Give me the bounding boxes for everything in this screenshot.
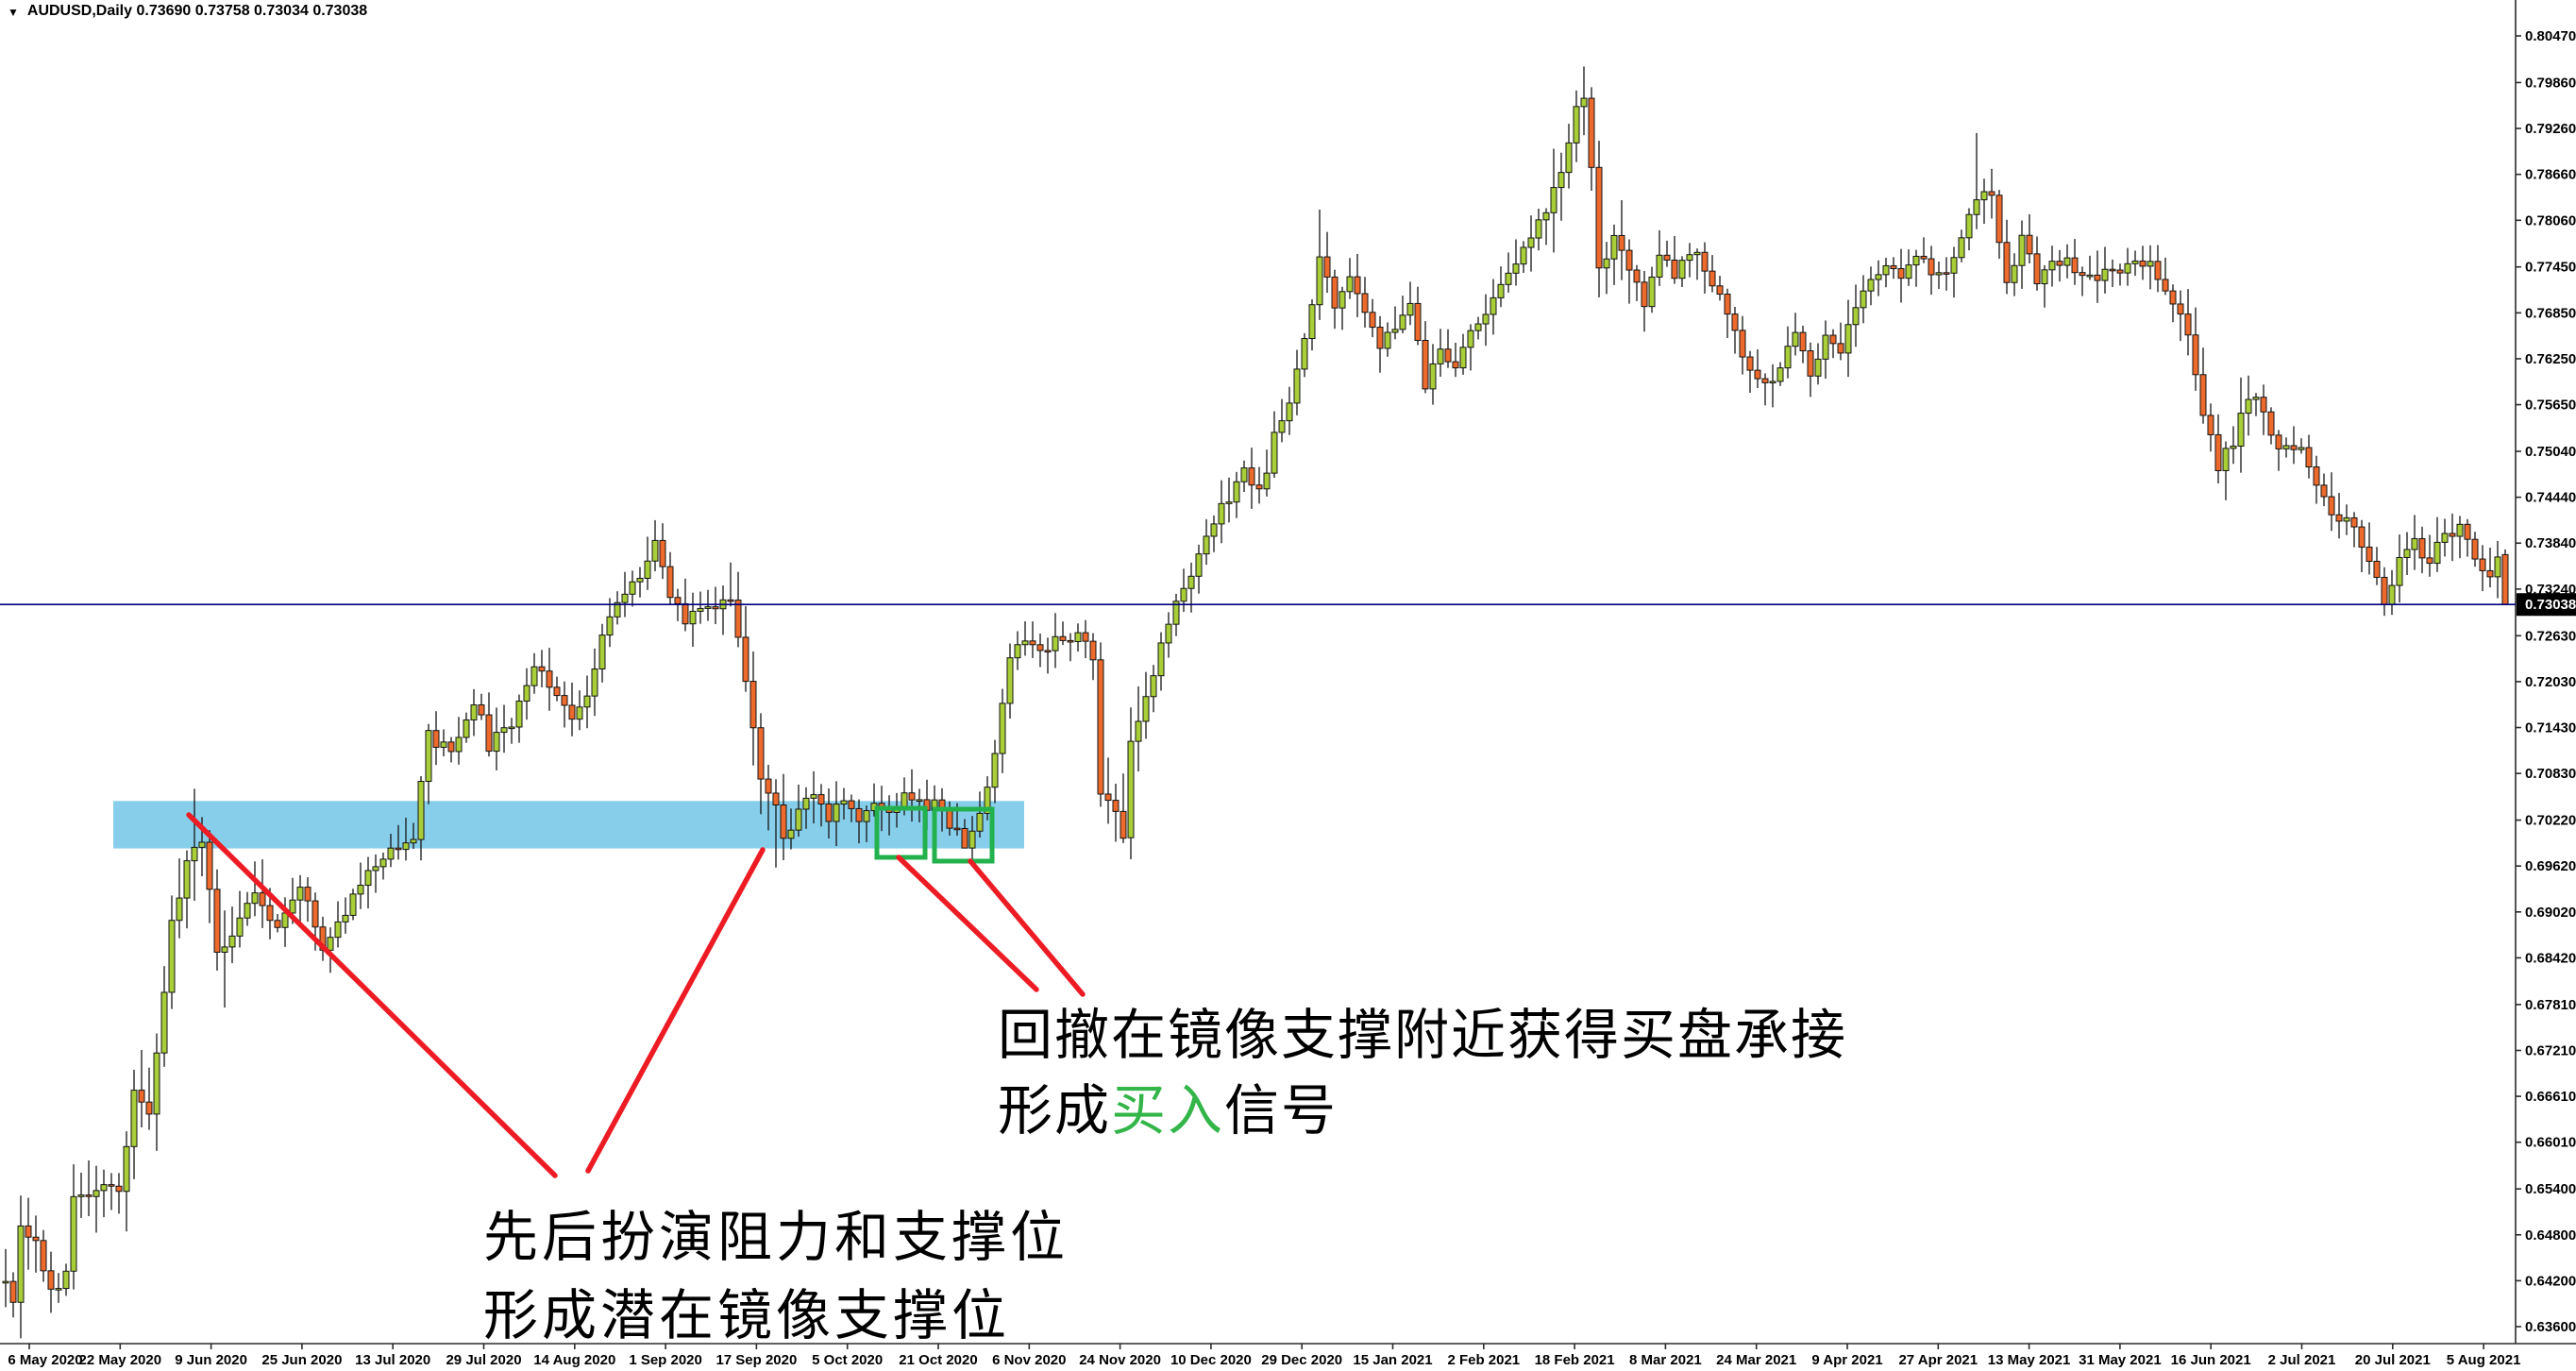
annotation-mirror-line2: 形成潜在镜像支撑位 <box>483 1285 1010 1346</box>
svg-text:8 Mar 2021: 8 Mar 2021 <box>1629 1352 1702 1368</box>
svg-text:17 Sep 2020: 17 Sep 2020 <box>716 1352 797 1368</box>
svg-text:0.67810: 0.67810 <box>2525 997 2576 1013</box>
svg-text:0.73038: 0.73038 <box>2525 597 2576 613</box>
svg-text:10 Dec 2020: 10 Dec 2020 <box>1170 1352 1252 1368</box>
svg-text:13 Jul 2020: 13 Jul 2020 <box>355 1352 430 1368</box>
svg-text:29 Dec 2020: 29 Dec 2020 <box>1261 1352 1342 1368</box>
svg-text:0.76250: 0.76250 <box>2525 351 2576 367</box>
svg-text:0.75650: 0.75650 <box>2525 398 2576 414</box>
svg-text:15 Jan 2021: 15 Jan 2021 <box>1353 1352 1432 1368</box>
svg-text:5 Oct 2020: 5 Oct 2020 <box>812 1352 883 1368</box>
pointer-line-3 <box>896 855 1039 992</box>
svg-text:0.77450: 0.77450 <box>2525 260 2576 276</box>
svg-text:2 Feb 2021: 2 Feb 2021 <box>1447 1352 1520 1368</box>
svg-text:0.79860: 0.79860 <box>2525 75 2576 91</box>
svg-text:0.74440: 0.74440 <box>2525 490 2576 506</box>
svg-text:0.72630: 0.72630 <box>2525 628 2576 644</box>
svg-text:0.66610: 0.66610 <box>2525 1089 2576 1105</box>
svg-text:21 Oct 2020: 21 Oct 2020 <box>899 1352 977 1368</box>
svg-text:6 Nov 2020: 6 Nov 2020 <box>992 1352 1066 1368</box>
svg-text:13 May 2021: 13 May 2021 <box>1988 1352 2071 1368</box>
annotation-buy-line2: 形成买入信号 <box>998 1080 1338 1142</box>
svg-text:5 Aug 2021: 5 Aug 2021 <box>2447 1352 2521 1368</box>
svg-text:0.68420: 0.68420 <box>2525 950 2576 966</box>
symbol-ohlc-text: AUDUSD,Daily 0.73690 0.73758 0.73034 0.7… <box>26 3 368 19</box>
svg-text:0.69620: 0.69620 <box>2525 858 2576 874</box>
svg-text:24 Nov 2020: 24 Nov 2020 <box>1079 1352 1161 1368</box>
collapse-triangle-icon[interactable]: ▼ <box>8 6 19 19</box>
svg-text:0.64200: 0.64200 <box>2525 1273 2576 1289</box>
svg-text:14 Aug 2020: 14 Aug 2020 <box>533 1352 615 1368</box>
svg-text:25 Jun 2020: 25 Jun 2020 <box>261 1352 342 1368</box>
pointer-line-4 <box>968 858 1086 997</box>
svg-text:0.78660: 0.78660 <box>2525 167 2576 183</box>
svg-text:0.73840: 0.73840 <box>2525 535 2576 551</box>
annotation-mirror-line1: 先后扮演阻力和支撑位 <box>483 1207 1069 1268</box>
svg-text:0.64800: 0.64800 <box>2525 1227 2576 1244</box>
svg-text:0.75040: 0.75040 <box>2525 444 2576 460</box>
svg-text:0.76850: 0.76850 <box>2525 305 2576 321</box>
svg-text:6 May 2020: 6 May 2020 <box>8 1352 82 1368</box>
svg-text:16 Jun 2021: 16 Jun 2021 <box>2171 1352 2251 1368</box>
buy-signal-box-2 <box>932 806 995 864</box>
pointer-line-1 <box>186 812 558 1178</box>
svg-text:0.67210: 0.67210 <box>2525 1042 2576 1058</box>
svg-text:9 Apr 2021: 9 Apr 2021 <box>1811 1352 1882 1368</box>
svg-text:0.63600: 0.63600 <box>2525 1319 2576 1335</box>
svg-text:0.72030: 0.72030 <box>2525 674 2576 690</box>
candles-layer <box>2 66 2509 1339</box>
annotation-buy-line1: 回撤在镜像支撑附近获得买盘承接 <box>998 1005 1847 1066</box>
svg-text:0.79260: 0.79260 <box>2525 121 2576 137</box>
svg-text:31 May 2021: 31 May 2021 <box>2079 1352 2162 1368</box>
svg-text:18 Feb 2021: 18 Feb 2021 <box>1535 1352 1615 1368</box>
svg-text:0.71430: 0.71430 <box>2525 720 2576 736</box>
svg-text:0.78060: 0.78060 <box>2525 212 2576 228</box>
svg-text:24 Mar 2021: 24 Mar 2021 <box>1716 1352 1796 1368</box>
svg-text:29 Jul 2020: 29 Jul 2020 <box>446 1352 521 1368</box>
current-price-tag: 0.73038 <box>2517 593 2576 617</box>
symbol-ohlc-bar: ▼ AUDUSD,Daily 0.73690 0.73758 0.73034 0… <box>8 3 367 20</box>
pointer-line-2 <box>585 847 766 1174</box>
svg-text:0.70830: 0.70830 <box>2525 766 2576 782</box>
svg-text:27 Apr 2021: 27 Apr 2021 <box>1898 1352 1978 1368</box>
svg-text:0.80470: 0.80470 <box>2525 28 2576 44</box>
svg-text:0.70220: 0.70220 <box>2525 813 2576 829</box>
svg-text:1 Sep 2020: 1 Sep 2020 <box>629 1352 702 1368</box>
svg-text:0.66010: 0.66010 <box>2525 1135 2576 1151</box>
svg-text:2 Jul 2021: 2 Jul 2021 <box>2268 1352 2336 1368</box>
svg-text:9 Jun 2020: 9 Jun 2020 <box>175 1352 247 1368</box>
svg-text:22 May 2020: 22 May 2020 <box>79 1352 162 1368</box>
svg-text:20 Jul 2021: 20 Jul 2021 <box>2355 1352 2431 1368</box>
svg-text:0.65400: 0.65400 <box>2525 1181 2576 1197</box>
svg-text:0.69020: 0.69020 <box>2525 905 2576 921</box>
